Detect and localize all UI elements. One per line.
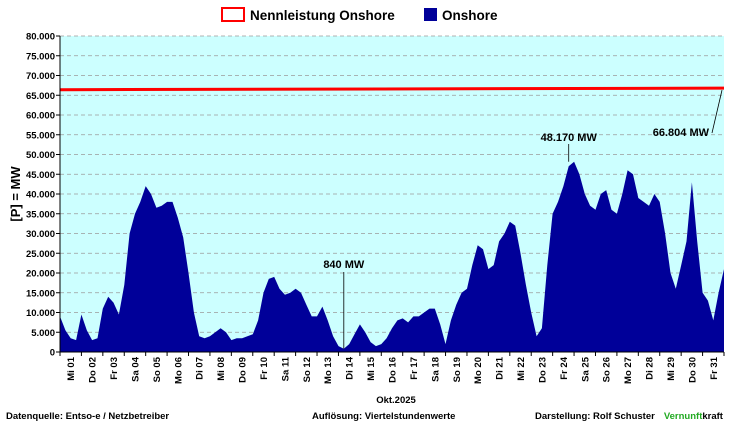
- legend-swatch-nennleistung: [221, 7, 245, 22]
- x-tick-label: So 19: [452, 357, 463, 382]
- x-tick-label: Mo 27: [623, 357, 634, 384]
- annotation-leader: [711, 90, 723, 134]
- y-axis-label: [P] = MW: [8, 166, 23, 222]
- x-tick-label: Mi 01: [66, 356, 77, 380]
- x-tick-label: Fr 10: [259, 357, 270, 380]
- y-tick-label: 65.000: [26, 91, 55, 102]
- legend-swatch-onshore: [424, 8, 437, 21]
- x-tick-label: Di 07: [195, 357, 206, 380]
- x-tick-label: Mi 22: [516, 357, 527, 381]
- x-tick-label: Do 23: [537, 357, 548, 383]
- x-tick-label: Sa 04: [131, 356, 142, 382]
- y-tick-label: 35.000: [26, 209, 55, 220]
- nennleistung-line: [59, 86, 725, 92]
- annotation-max: 48.170 MW: [541, 132, 598, 144]
- x-tick-label: Do 16: [388, 357, 399, 383]
- x-tick-label: Di 21: [495, 356, 506, 379]
- y-tick-label: 30.000: [26, 229, 55, 240]
- footer-author-name: Darstellung: Rolf Schuster: [535, 411, 655, 422]
- x-tick-label: Di 28: [645, 357, 656, 380]
- y-tick-label: 20.000: [26, 269, 55, 280]
- legend-label-onshore: Onshore: [442, 8, 498, 23]
- x-tick-label: So 05: [152, 356, 163, 382]
- footer-brand-green: Vernunft: [664, 411, 703, 422]
- x-tick-label: Mi 08: [216, 357, 227, 381]
- y-axis: 0 5.000 10.000 15.000 20.000 25.000 30.000 35.0…: [26, 32, 61, 359]
- y-tick-label: 70.000: [26, 71, 55, 82]
- y-tick-label: 60.000: [26, 111, 55, 122]
- x-tick-label: Fr 31: [709, 356, 720, 379]
- x-tick-label: Sa 18: [430, 357, 441, 382]
- x-tick-label: Do 02: [88, 357, 99, 383]
- x-tick-label: Mo 13: [323, 357, 334, 384]
- y-tick-label: 55.000: [26, 130, 55, 141]
- legend: Nennleistung Onshore Onshore: [221, 7, 498, 23]
- y-tick-label: 25.000: [26, 249, 55, 260]
- x-tick-label: Do 09: [238, 357, 249, 383]
- legend-label-nennleistung: Nennleistung Onshore: [250, 8, 395, 23]
- y-tick-label: 45.000: [26, 170, 55, 181]
- x-tick-label: So 26: [602, 357, 613, 382]
- x-tick-label: Mi 29: [666, 357, 677, 381]
- footer-resolution: Auflösung: Viertelstundenwerte: [312, 411, 455, 422]
- x-axis-label: Okt.2025: [376, 395, 416, 406]
- footer-brand-black: kraft: [702, 411, 723, 422]
- x-tick-label: Di 14: [345, 356, 356, 379]
- x-axis: Mi 01 Do 02 Fr 03 Sa 04 So 05 Mo 06 Di 07 Mi 08…: [59, 351, 725, 384]
- footer-source: Datenquelle: Entso-e / Netzbetreiber: [6, 411, 169, 422]
- y-tick-label: 40.000: [26, 190, 55, 201]
- x-tick-label: Fr 03: [109, 357, 120, 380]
- y-tick-label: 80.000: [26, 32, 55, 43]
- annotation-min: 840 MW: [323, 259, 365, 271]
- x-tick-label: Sa 25: [580, 356, 591, 382]
- y-tick-label: 10.000: [26, 308, 55, 319]
- y-tick-label: 5.000: [31, 328, 55, 339]
- x-tick-label: Fr 17: [409, 357, 420, 380]
- x-tick-label: Mi 15: [366, 356, 377, 380]
- y-tick-label: 15.000: [26, 288, 55, 299]
- x-tick-label: Fr 24: [559, 356, 570, 379]
- x-tick-label: Do 30: [687, 357, 698, 383]
- x-tick-label: Mo 06: [173, 357, 184, 384]
- y-tick-label: 0: [50, 348, 55, 359]
- x-tick-label: So 12: [302, 357, 313, 382]
- annotation-capacity: 66.804 MW: [653, 127, 710, 139]
- x-tick-label: Mo 20: [473, 357, 484, 384]
- annotations: 840 MW 48.170 MW 66.804 MW: [323, 90, 723, 349]
- y-tick-label: 75.000: [26, 51, 55, 62]
- x-tick-label: Sa 11: [280, 356, 291, 381]
- y-tick-label: 50.000: [26, 150, 55, 161]
- onshore-area: [60, 161, 724, 352]
- footer-author: Darstellung: Rolf Schuster Vernunftkraft: [535, 411, 724, 422]
